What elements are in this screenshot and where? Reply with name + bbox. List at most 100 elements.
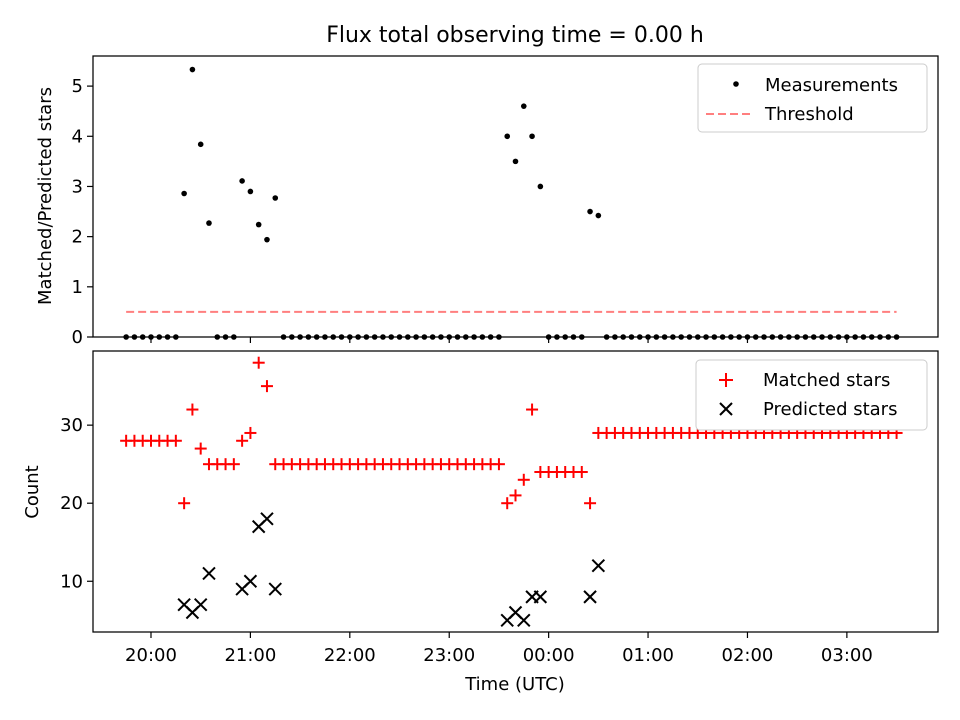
measurement-point (148, 334, 154, 340)
measurement-point (413, 334, 419, 340)
measurement-point (835, 334, 842, 340)
y-tick-label: 4 (72, 126, 83, 147)
y-tick-label: 0 (72, 327, 83, 348)
measurement-point (670, 334, 676, 340)
measurement-point (239, 178, 245, 184)
measurement-point (844, 334, 850, 340)
measurement-point (322, 334, 328, 340)
measurement-point (405, 334, 411, 340)
measurement-point (595, 212, 602, 219)
matched-star-point (526, 403, 539, 416)
legend-label-measurements: Measurements (765, 75, 898, 96)
predicted-star-point (193, 597, 208, 612)
matched-star-point (509, 489, 522, 502)
matched-star-point (584, 497, 597, 510)
matched-star-point (244, 426, 257, 439)
measurement-point (139, 334, 146, 340)
measurement-point (520, 103, 527, 109)
top-panel: Matched/Predicted stars 0 1 2 3 4 5 Measureme… (35, 55, 939, 348)
measurement-point (529, 133, 535, 140)
measurement-point (686, 334, 693, 340)
matched-star-point (517, 473, 530, 486)
matched-star-point (236, 434, 249, 447)
measurement-point (313, 334, 320, 340)
measurement-point (181, 190, 187, 197)
measurement-point (636, 334, 643, 340)
y-tick-label: 3 (72, 176, 83, 197)
measurement-point (711, 334, 718, 340)
matched-star-point (492, 458, 505, 471)
measurement-point (694, 334, 701, 340)
measurement-point (131, 334, 138, 340)
bottom-legend: Matched stars Predicted stars (695, 359, 928, 431)
legend-marker-matched (719, 373, 733, 387)
measurement-point (231, 334, 237, 340)
measurement-point (512, 158, 519, 165)
measurement-point (429, 334, 436, 340)
measurement-point (247, 188, 254, 195)
x-tick-label: 02:00 (722, 645, 774, 666)
bottom-y-ticks: 10 20 30 (60, 415, 93, 592)
measurement-point (479, 334, 486, 340)
predicted-star-point (202, 566, 216, 581)
measurement-point (893, 334, 900, 340)
matched-star-point (178, 497, 191, 510)
x-tick-label: 23:00 (423, 645, 475, 666)
y-tick-label: 30 (60, 415, 83, 436)
x-tick-label: 21:00 (224, 645, 276, 666)
top-panel-frame (92, 55, 939, 338)
measurement-point (794, 334, 800, 340)
measurement-point (471, 334, 477, 340)
measurement-point (197, 141, 204, 148)
measurement-point (752, 334, 759, 340)
y-tick-label: 20 (60, 493, 83, 514)
predicted-star-point (517, 613, 531, 627)
measurement-point (363, 334, 370, 340)
x-tick-label: 01:00 (622, 645, 674, 666)
x-tick-label: 20:00 (125, 645, 177, 666)
measurement-point (877, 334, 883, 340)
measurement-point (206, 220, 212, 226)
measurement-point (189, 66, 196, 73)
legend-marker-measurements (733, 81, 739, 87)
measurement-point (338, 334, 345, 340)
measurement-point (388, 334, 395, 340)
predicted-star-point (268, 582, 282, 596)
y-tick-label: 2 (72, 227, 83, 248)
measurement-point (603, 334, 610, 340)
measurement-point (289, 334, 295, 340)
measurement-point (438, 334, 444, 340)
measurement-point (487, 334, 494, 340)
predicted-star-point (533, 590, 548, 604)
measurement-point (587, 208, 593, 215)
predicted-star-point (583, 590, 597, 604)
legend-label-threshold: Threshold (764, 104, 854, 125)
measurement-point (280, 334, 287, 340)
measurement-point (885, 334, 892, 340)
measurement-point (421, 334, 428, 340)
predicted-star-point (243, 574, 258, 588)
measurement-point (255, 221, 262, 228)
chart-title: Flux total observing time = 0.00 h (326, 23, 704, 48)
measurement-point (860, 334, 867, 340)
measurement-point (347, 334, 353, 340)
measurement-point (554, 334, 560, 340)
measurement-point (562, 334, 569, 340)
matched-star-point (501, 497, 514, 510)
legend-label-predicted: Predicted stars (763, 399, 897, 420)
measurement-point (214, 334, 221, 340)
measurement-point (537, 183, 544, 190)
predicted-star-point (591, 558, 606, 573)
bottom-y-axis-label: Count (22, 465, 43, 518)
matched-star-point (186, 403, 199, 416)
measurement-point (380, 334, 386, 340)
measurement-point (703, 334, 709, 340)
measurement-point (786, 334, 792, 340)
measurement-point (653, 334, 660, 340)
bottom-x-ticks: 20:00 21:00 22:00 23:00 00:00 01:00 02:00 03:00 (125, 632, 873, 666)
bottom-legend-box (695, 359, 928, 431)
measurement-point (661, 334, 668, 340)
measurement-point (545, 334, 552, 340)
matched-star-point (169, 434, 182, 447)
